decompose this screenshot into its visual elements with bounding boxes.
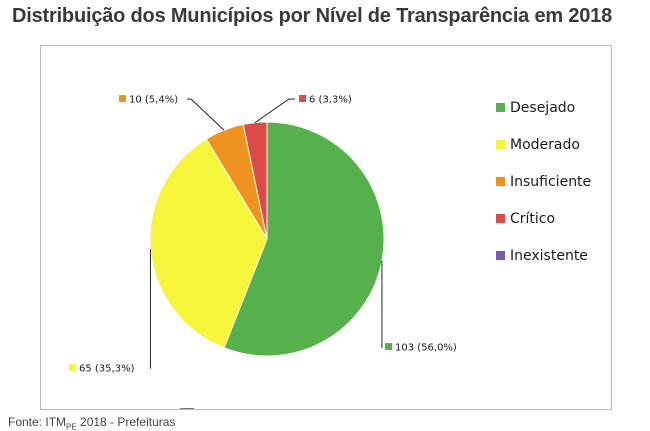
legend-swatch-3: [496, 177, 505, 186]
leader-line-1: [381, 260, 383, 348]
legend-swatch-4: [496, 214, 505, 223]
legend-label-5: Inexistente: [510, 248, 588, 264]
data-label-marker-1: [385, 343, 392, 350]
source-prefix: Fonte: ITM: [8, 415, 67, 429]
legend-label-3: Insuficiente: [510, 174, 591, 190]
data-label-1: 103 (56,0%): [395, 343, 457, 354]
source-note: Fonte: ITMPE 2018 - Prefeituras: [8, 415, 175, 431]
legend-label-4: Crítico: [510, 211, 555, 227]
data-label-3: 10 (5,4%): [129, 95, 178, 106]
legend-swatch-5: [496, 251, 505, 260]
chart-area: 103 (56,0%) 65 (35,3%) 10 (5,4%) 6 (3,3%) De…: [40, 45, 612, 410]
leader-line-2: [149, 248, 151, 369]
data-label-4: 6 (3,3%): [309, 95, 352, 106]
legend-swatch-1: [496, 103, 505, 112]
data-label-2: 65 (35,3%): [79, 364, 135, 375]
data-label-marker-3: [119, 95, 126, 102]
leader-line-4: [254, 98, 295, 124]
source-suffix: 2018 - Prefeituras: [76, 415, 176, 429]
chart-title: Distribuição dos Municípios por Nível de…: [12, 5, 613, 27]
decorative-underline: [180, 408, 194, 409]
data-label-marker-4: [299, 95, 306, 102]
leader-line-3: [187, 98, 225, 131]
legend-label-1: Desejado: [510, 100, 575, 116]
legend-swatch-2: [496, 140, 505, 149]
pie-slice-1: [223, 121, 385, 357]
legend-label-2: Moderado: [510, 137, 580, 153]
pie-chart: 103 (56,0%) 65 (35,3%) 10 (5,4%) 6 (3,3%) De…: [69, 95, 591, 375]
source-subscript: PE: [66, 422, 77, 431]
data-label-marker-2: [69, 364, 76, 371]
